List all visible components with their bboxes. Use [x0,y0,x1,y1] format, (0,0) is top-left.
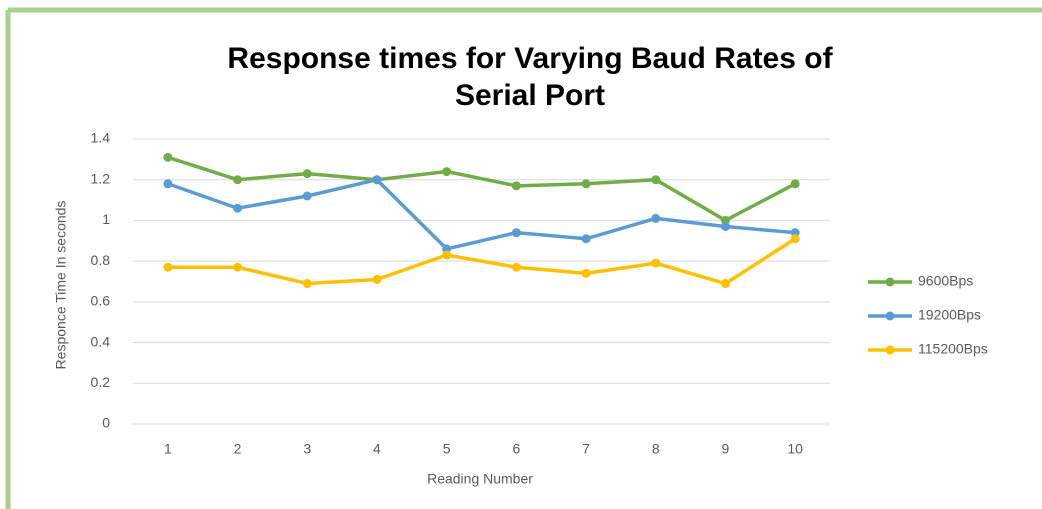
data-point [651,258,661,268]
data-point [372,274,382,284]
y-tick-label: 1 [102,211,110,227]
data-point [581,234,591,244]
data-point [790,234,800,244]
data-point [651,175,661,185]
x-tick-label: 3 [303,441,311,457]
data-point [651,213,661,223]
x-tick-label: 6 [512,441,520,457]
y-tick-label: 0.4 [91,333,111,349]
x-tick-label: 9 [722,441,730,457]
x-tick-label: 8 [652,441,660,457]
data-point [233,203,243,213]
data-point [163,262,173,272]
data-point [163,179,173,189]
y-tick-label: 0.8 [91,252,111,268]
legend-label: 115200Bps [918,341,988,357]
x-tick-label: 10 [787,441,803,457]
data-point [511,181,521,191]
data-point [581,268,591,278]
legend-marker [885,277,895,287]
data-point [302,169,312,179]
legend-marker [885,345,895,355]
data-point [233,262,243,272]
data-point [163,152,173,162]
series-line [167,237,797,286]
x-tick-label: 5 [443,441,451,457]
x-tick-label: 4 [373,441,381,457]
data-point [720,279,730,289]
data-point [442,167,452,177]
legend-label: 9600Bps [918,273,973,289]
data-point [581,179,591,189]
x-axis-label: Reading Number [427,471,533,487]
data-point [511,262,521,272]
series-line [167,155,796,223]
x-tick-label: 2 [234,441,242,457]
data-point [302,191,312,201]
chart-title: Serial Port [455,79,605,112]
data-point [372,175,382,185]
x-tick-label: 7 [582,441,590,457]
x-tick-label: 1 [164,441,172,457]
y-axis-label: Responce Time In seconds [53,201,69,370]
y-tick-label: 0.6 [91,293,111,309]
y-tick-label: 0.2 [91,374,111,390]
data-point [720,222,730,232]
y-tick-label: 1.2 [91,170,111,186]
chart-title: Response times for Varying Baud Rates of [227,42,833,75]
series-line [167,177,796,251]
data-point [511,228,521,238]
legend-label: 19200Bps [918,307,981,323]
data-point [302,279,312,289]
data-point [790,179,800,189]
legend-marker [885,311,895,321]
data-point [442,250,452,260]
data-point [233,175,243,185]
y-tick-label: 1.4 [91,130,111,146]
y-tick-label: 0 [102,415,110,431]
